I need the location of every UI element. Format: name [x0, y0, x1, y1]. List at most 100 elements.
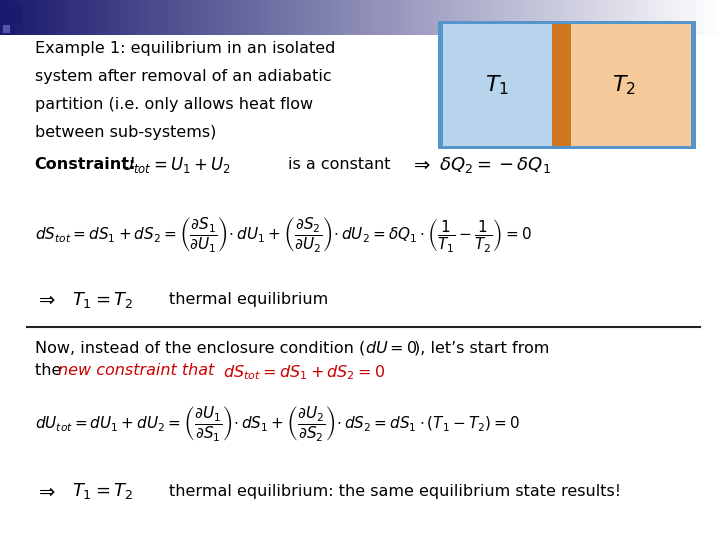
Bar [655, 0, 657, 35]
Bar [446, 0, 449, 35]
Text: $\Rightarrow$: $\Rightarrow$ [410, 155, 431, 174]
Bar [631, 0, 634, 35]
Bar [279, 0, 281, 35]
Bar [535, 0, 538, 35]
Bar [686, 0, 689, 35]
Bar [408, 0, 410, 35]
Bar [657, 0, 660, 35]
Bar [221, 0, 223, 35]
Bar [65, 0, 67, 35]
Bar [269, 0, 271, 35]
Bar [238, 0, 240, 35]
Text: $T_2$: $T_2$ [612, 73, 636, 97]
Bar [173, 0, 175, 35]
Bar [79, 0, 81, 35]
Bar [372, 0, 374, 35]
Bar [559, 0, 562, 35]
Bar [538, 0, 540, 35]
Bar [293, 0, 295, 35]
Bar [351, 0, 353, 35]
Bar [175, 0, 178, 35]
Bar [24, 0, 27, 35]
Bar [38, 0, 41, 35]
Bar [387, 0, 389, 35]
Bar [521, 0, 523, 35]
Bar [360, 0, 362, 35]
Bar [171, 0, 173, 35]
Bar [677, 0, 679, 35]
Bar [679, 0, 682, 35]
Bar [689, 0, 691, 35]
Bar [168, 0, 171, 35]
Bar [139, 0, 142, 35]
Bar [667, 0, 670, 35]
Bar [353, 0, 355, 35]
Bar [641, 0, 643, 35]
Bar [603, 0, 605, 35]
Bar [391, 0, 394, 35]
Bar [643, 0, 646, 35]
Bar [89, 0, 91, 35]
Bar [225, 0, 228, 35]
Bar [117, 0, 120, 35]
Bar [319, 0, 322, 35]
Bar [245, 0, 247, 35]
Bar [295, 0, 297, 35]
Bar [302, 0, 305, 35]
Bar [199, 0, 202, 35]
Bar [135, 0, 137, 35]
Bar [151, 0, 153, 35]
Bar [443, 24, 552, 146]
Bar [324, 0, 326, 35]
Bar [211, 0, 214, 35]
Bar [377, 0, 379, 35]
Bar [264, 0, 266, 35]
Bar [2, 0, 5, 35]
Bar [706, 0, 708, 35]
Text: $\Rightarrow$: $\Rightarrow$ [35, 290, 55, 309]
Bar [562, 0, 564, 35]
Bar [506, 0, 509, 35]
Bar [305, 0, 307, 35]
Bar [70, 0, 72, 35]
Bar [91, 0, 94, 35]
Bar [43, 0, 45, 35]
Bar [696, 0, 698, 35]
Bar [425, 0, 427, 35]
Bar [120, 0, 122, 35]
Bar [166, 0, 168, 35]
Bar [432, 0, 434, 35]
Text: $U_{tot} = U_1 + U_2$: $U_{tot} = U_1 + U_2$ [121, 154, 231, 175]
Bar [74, 0, 77, 35]
Bar [684, 0, 686, 35]
Bar [326, 0, 329, 35]
Bar [77, 0, 79, 35]
Bar [523, 0, 526, 35]
Bar [86, 0, 89, 35]
Bar [528, 0, 531, 35]
Bar [585, 0, 588, 35]
Bar [235, 0, 238, 35]
Bar [420, 0, 423, 35]
Text: $T_1 = T_2$: $T_1 = T_2$ [72, 289, 133, 310]
Bar [439, 0, 441, 35]
Bar [50, 0, 53, 35]
Bar [482, 0, 485, 35]
Bar [343, 0, 346, 35]
Bar [526, 0, 528, 35]
Bar [271, 0, 274, 35]
Bar [394, 0, 396, 35]
Bar [396, 0, 398, 35]
Bar [194, 0, 197, 35]
Bar [346, 0, 348, 35]
Text: new constraint that: new constraint that [58, 363, 219, 378]
Bar [223, 0, 225, 35]
Bar [185, 0, 187, 35]
Bar [218, 0, 221, 35]
Text: Now, instead of the enclosure condition (: Now, instead of the enclosure condition … [35, 340, 365, 355]
Bar [144, 0, 146, 35]
Bar [698, 0, 701, 35]
Bar [67, 0, 70, 35]
Bar [415, 0, 418, 35]
Bar [257, 0, 259, 35]
